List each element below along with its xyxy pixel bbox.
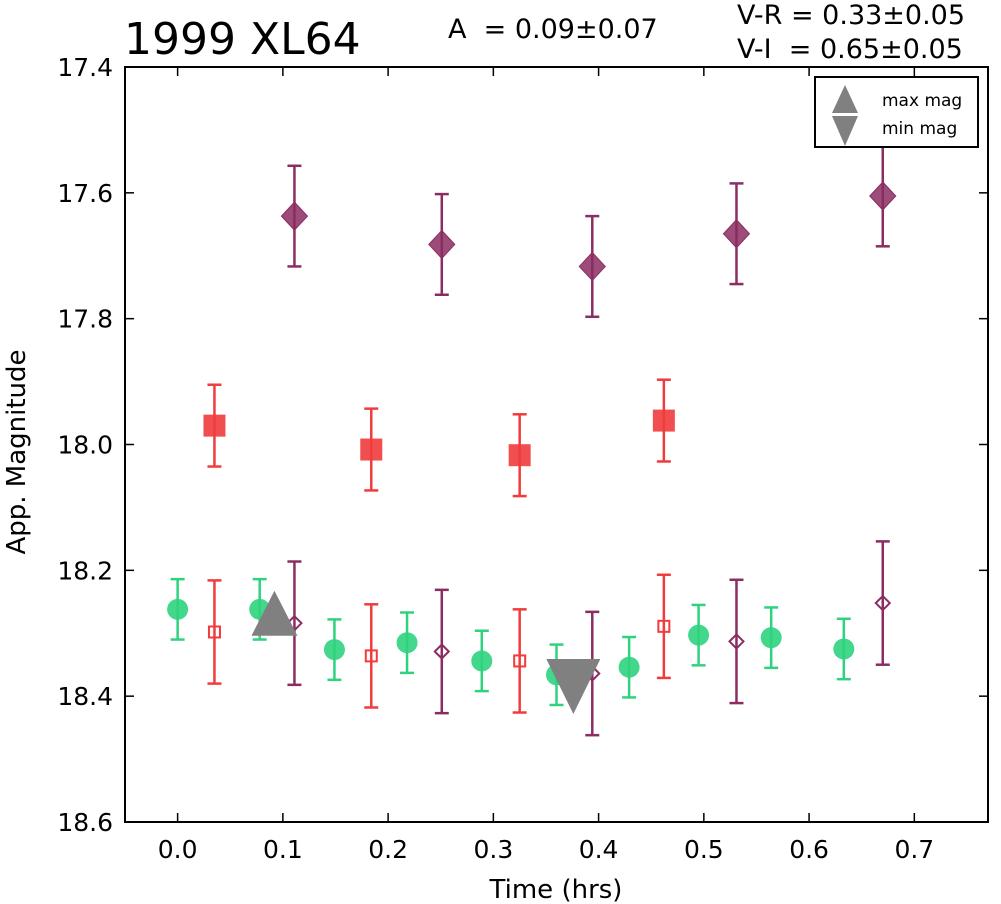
data-point-diamond-filled bbox=[428, 229, 456, 260]
y-tick-label: 18.4 bbox=[57, 682, 113, 711]
data-point-diamond-filled bbox=[722, 218, 751, 249]
data-point-circle-filled bbox=[396, 632, 418, 654]
data-point-diamond-open bbox=[433, 643, 451, 660]
legend: max mag min mag bbox=[814, 76, 979, 148]
data-point-triangle-up bbox=[251, 590, 298, 636]
axis-ticks: 0.0 0.1 0.2 0.3 0.4 0.5 0.6 0.7 17.4 17.6 17.8 18.0… bbox=[57, 53, 988, 864]
amplitude-label: A = 0.09±0.07 bbox=[448, 14, 658, 45]
y-tick-label: 18.2 bbox=[57, 556, 113, 585]
data-point-diamond-filled bbox=[869, 181, 897, 211]
data-point-circle-filled bbox=[760, 627, 782, 649]
x-tick-label: 0.6 bbox=[789, 835, 829, 864]
x-tick-label: 0.2 bbox=[368, 835, 408, 864]
data-point-square-open bbox=[207, 625, 221, 639]
data-point-circle-filled bbox=[618, 656, 640, 678]
data-point-square-filled bbox=[360, 438, 383, 461]
plot-frame bbox=[124, 66, 989, 823]
y-tick-label: 18.6 bbox=[57, 808, 113, 837]
color-index-vr: V-R = 0.33±0.05 bbox=[737, 0, 966, 31]
data-point-circle-filled bbox=[323, 639, 345, 661]
data-point-circle-filled bbox=[167, 598, 189, 620]
x-tick-label: 0.1 bbox=[263, 835, 303, 864]
legend-label: max mag bbox=[882, 91, 962, 111]
y-tick-label: 17.8 bbox=[57, 305, 113, 334]
data-point-diamond-filled bbox=[280, 201, 309, 231]
data-point-square-open bbox=[364, 649, 378, 663]
data-point-triangle-down bbox=[546, 659, 601, 715]
x-axis-label: Time (hrs) bbox=[489, 875, 623, 904]
legend-marker-triangle-up bbox=[832, 85, 858, 113]
y-tick-label: 18.0 bbox=[57, 431, 113, 460]
data-point-square-filled bbox=[508, 444, 531, 467]
y-tick-label: 17.4 bbox=[57, 53, 113, 82]
data-point-circle-filled bbox=[471, 650, 493, 672]
data-point-circle-filled bbox=[833, 638, 855, 660]
data-point-diamond-open bbox=[728, 633, 745, 650]
x-tick-label: 0.0 bbox=[158, 835, 198, 864]
data-point-square-open bbox=[657, 619, 671, 633]
chart-title: 1999 XL64 bbox=[124, 14, 361, 65]
x-tick-label: 0.7 bbox=[894, 835, 934, 864]
color-index-vi: V-I = 0.65±0.05 bbox=[737, 34, 963, 65]
x-tick-label: 0.4 bbox=[579, 835, 619, 864]
y-tick-label: 17.6 bbox=[57, 179, 113, 208]
data-point-square-filled bbox=[652, 409, 675, 432]
y-axis-label: App. Magnitude bbox=[2, 349, 32, 554]
data-point-diamond-filled bbox=[578, 251, 606, 282]
data-point-square-open bbox=[513, 654, 527, 668]
legend-marker-triangle-down bbox=[832, 116, 858, 146]
data-marks bbox=[167, 144, 897, 737]
data-point-circle-filled bbox=[688, 624, 710, 646]
data-point-diamond-open bbox=[874, 594, 892, 612]
legend-label: min mag bbox=[882, 119, 957, 139]
data-point-square-filled bbox=[203, 414, 226, 437]
x-tick-label: 0.3 bbox=[473, 835, 513, 864]
x-tick-label: 0.5 bbox=[684, 835, 724, 864]
